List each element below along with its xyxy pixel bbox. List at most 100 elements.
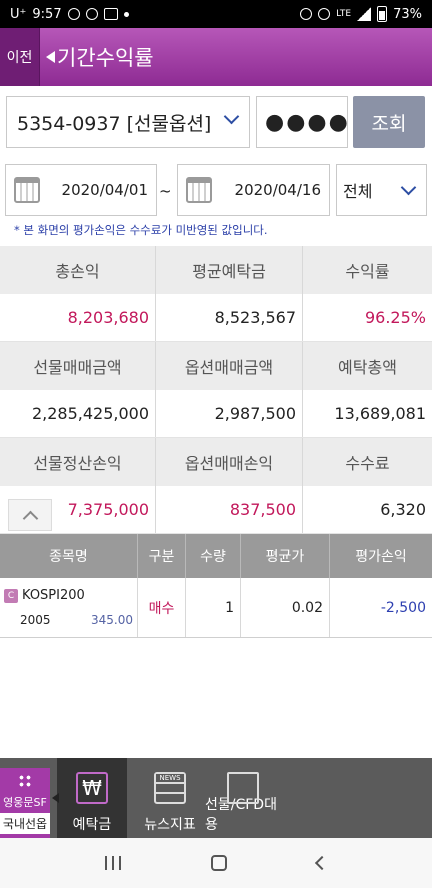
chevron-down-icon xyxy=(223,108,240,125)
news-icon: NEWS xyxy=(154,772,186,804)
summary-value-row: 2,285,425,000 2,987,500 13,689,081 xyxy=(0,390,432,438)
summary-label-row: 선물정산손익 옵션매매손익 수수료 xyxy=(0,438,432,486)
nav-news[interactable]: NEWS 뉴스지표 xyxy=(135,758,205,838)
type-select-value: 전체 xyxy=(343,182,373,201)
nav-futures[interactable]: 선물/CFD대용 xyxy=(205,758,281,838)
chat-icon xyxy=(85,8,98,20)
holding-qty: 1 xyxy=(186,578,241,637)
col-qty: 수량 xyxy=(186,534,241,578)
domestic-label: 국내선옵 xyxy=(0,813,50,834)
fee-value: 6,320 xyxy=(380,500,426,519)
battery-icon xyxy=(377,6,388,22)
bottom-nav: 영웅문SF 국내선옵 ₩ 예탁금 NEWS 뉴스지표 선물/CFD대용 xyxy=(0,758,432,838)
system-nav-bar xyxy=(0,838,432,888)
back-button[interactable]: 이전 xyxy=(0,28,40,86)
return-value: 96.25% xyxy=(364,308,426,327)
call-badge: C xyxy=(4,588,18,603)
col-avg-price: 평균가 xyxy=(241,534,330,578)
fut-settle-label: 선물정산손익 xyxy=(0,438,156,486)
avg-deposit-label: 평균예탁금 xyxy=(156,246,303,294)
holding-name-cell: C KOSPI200 2005 345.00 xyxy=(0,578,138,637)
deposit-total-value: 13,689,081 xyxy=(334,404,426,423)
fee-label: 수수료 xyxy=(345,454,390,473)
summary-value-row: 8,203,680 8,523,567 96.25% xyxy=(0,294,432,342)
account-number: 5354-0937 [선물옵션] xyxy=(17,112,212,135)
start-date-value: 2020/04/01 xyxy=(61,181,148,199)
holding-name-top: C KOSPI200 xyxy=(4,588,133,603)
col-name: 종목명 xyxy=(0,534,138,578)
summary-label-row: 총손익 평균예탁금 수익률 xyxy=(0,246,432,294)
end-date-field[interactable]: 2020/04/16 xyxy=(177,164,330,216)
page-title: 기간수익률 xyxy=(46,42,154,72)
back-icon[interactable] xyxy=(314,855,330,871)
avg-deposit-value: 8,523,567 xyxy=(156,294,303,341)
holding-avg-price: 0.02 xyxy=(241,578,330,637)
col-side: 구분 xyxy=(138,534,186,578)
holdings-table-header: 종목명 구분 수량 평균가 평가손익 xyxy=(0,534,432,578)
nav-deposit[interactable]: ₩ 예탁금 xyxy=(57,758,127,838)
calendar-icon[interactable] xyxy=(186,177,212,203)
home-label: 영웅문SF xyxy=(3,796,47,809)
clock: 9:57 xyxy=(32,6,62,22)
app-header: 이전 기간수익률 xyxy=(0,28,432,86)
fut-trade-value: 2,285,425,000 xyxy=(0,390,156,437)
date-separator: ~ xyxy=(159,182,172,200)
holding-sub-code: 2005 xyxy=(20,613,51,627)
calendar-icon[interactable] xyxy=(14,177,40,203)
total-pl-value: 8,203,680 xyxy=(0,294,156,341)
fut-settle-value: 7,375,000 xyxy=(0,486,156,533)
mute-icon xyxy=(318,8,331,20)
won-icon: ₩ xyxy=(76,772,108,804)
fut-trade-label: 선물매매금액 xyxy=(0,342,156,390)
summary-label-row: 선물매매금액 옵션매매금액 예탁총액 xyxy=(0,342,432,390)
summary-grid: 총손익 평균예탁금 수익률 8,203,680 8,523,567 96.25%… xyxy=(0,246,432,534)
opt-trade-label: 옵션매매금액 xyxy=(156,342,303,390)
carrier-label: U⁺ xyxy=(10,6,27,22)
battery-level: 73% xyxy=(393,6,422,22)
recents-icon[interactable] xyxy=(105,856,121,870)
query-button[interactable]: 조회 xyxy=(353,96,425,148)
opt-trade-value: 2,987,500 xyxy=(156,390,303,437)
holding-eval-pl: -2,500 xyxy=(380,599,426,616)
news-icon-text: NEWS xyxy=(156,774,184,782)
collapse-button[interactable] xyxy=(8,499,52,531)
status-left: U⁺ 9:57 xyxy=(10,7,129,22)
opt-pl-label: 옵션매매손익 xyxy=(156,438,303,486)
holding-sub-price: 345.00 xyxy=(91,613,133,627)
status-bar: U⁺ 9:57 LTE 73% xyxy=(0,0,432,28)
gallery-icon xyxy=(103,8,118,20)
nav-pointer-icon xyxy=(52,793,59,803)
date-range-row: 2020/04/01 ~ 2020/04/16 전체 xyxy=(0,160,432,222)
holding-side: 매수 xyxy=(138,578,186,637)
account-select[interactable]: 5354-0937 [선물옵션] xyxy=(6,96,250,148)
account-row: 5354-0937 [선물옵션] ●●●● 조회 xyxy=(0,86,432,156)
status-right: LTE 73% xyxy=(300,6,422,22)
network-label: LTE xyxy=(336,9,352,19)
more-dot-icon xyxy=(123,11,129,17)
password-field[interactable]: ●●●● xyxy=(256,96,348,148)
table-row[interactable]: C KOSPI200 2005 345.00 매수 1 0.02 -2,500 xyxy=(0,578,432,638)
page-title-text: 기간수익률 xyxy=(57,46,154,70)
holding-sub: 2005 345.00 xyxy=(4,613,133,627)
end-date-value: 2020/04/16 xyxy=(234,181,321,199)
alarm-icon xyxy=(300,8,313,20)
total-pl-label: 총손익 xyxy=(0,246,156,294)
message-icon xyxy=(67,8,80,20)
title-arrow-icon xyxy=(46,51,55,63)
grid-icon xyxy=(18,774,32,788)
signal-icon xyxy=(357,7,372,21)
start-date-field[interactable]: 2020/04/01 xyxy=(5,164,157,216)
opt-pl-value: 837,500 xyxy=(156,486,303,533)
chevron-up-icon xyxy=(22,510,38,526)
chevron-down-icon xyxy=(400,179,417,196)
holding-name: KOSPI200 xyxy=(22,588,85,603)
news-label: 뉴스지표 xyxy=(144,817,196,833)
return-label: 수익률 xyxy=(345,262,390,281)
nav-home[interactable]: 영웅문SF 국내선옵 xyxy=(0,768,50,838)
home-icon[interactable] xyxy=(211,855,227,871)
notice-text: * 본 화면의 평가손익은 수수료가 미반영된 값입니다. xyxy=(14,223,268,237)
deposit-total-label: 예탁총액 xyxy=(338,358,397,377)
type-select[interactable]: 전체 xyxy=(336,164,427,216)
summary-value-row: 7,375,000 837,500 6,320 xyxy=(0,486,432,534)
document-person-icon xyxy=(227,772,259,804)
